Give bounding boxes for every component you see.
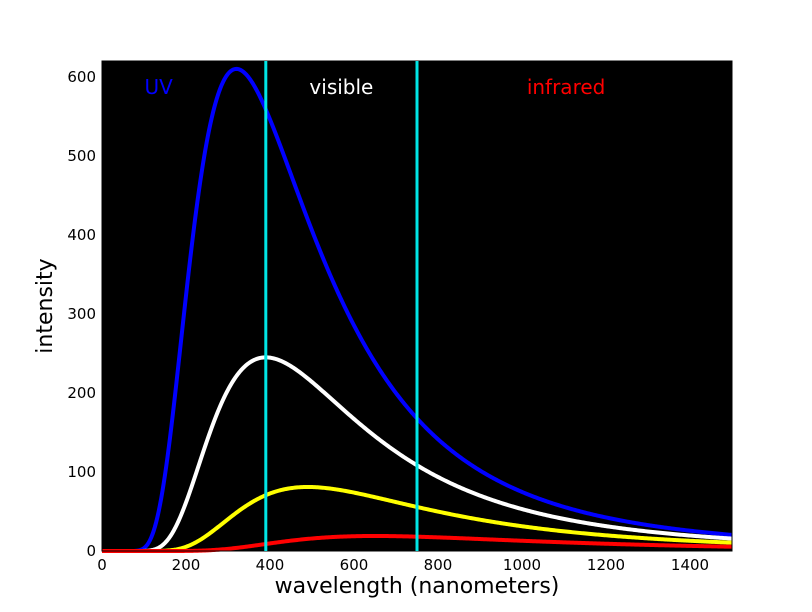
x-tick-label: 400 [256, 556, 285, 574]
y-tick-label: 600 [67, 68, 96, 86]
y-axis-ticks: 0 100 200 300 400 500 600 [67, 68, 96, 560]
y-tick-label: 0 [86, 542, 96, 560]
x-tick-label: 1200 [587, 556, 625, 574]
y-tick-label: 100 [67, 463, 96, 481]
region-labels: UV visible infrared [145, 75, 606, 99]
region-label-UV: UV [145, 75, 174, 99]
x-tick-label: 0 [97, 556, 107, 574]
x-tick-label: 800 [424, 556, 453, 574]
x-axis-ticks: 0 200 400 600 800 1000 1200 1400 [97, 556, 709, 574]
region-label-visible: visible [309, 75, 373, 99]
y-tick-label: 400 [67, 226, 96, 244]
y-tick-label: 500 [67, 147, 96, 165]
x-tick-label: 600 [340, 556, 369, 574]
x-tick-label: 1400 [671, 556, 709, 574]
x-tick-label: 200 [172, 556, 201, 574]
y-tick-label: 300 [67, 305, 96, 323]
region-label-infrared: infrared [527, 75, 606, 99]
y-tick-label: 200 [67, 384, 96, 402]
region-dividers [264, 61, 419, 551]
x-axis-title: wavelength (nanometers) [275, 574, 560, 599]
y-axis-title: intensity [33, 258, 58, 353]
x-tick-label: 1000 [503, 556, 541, 574]
